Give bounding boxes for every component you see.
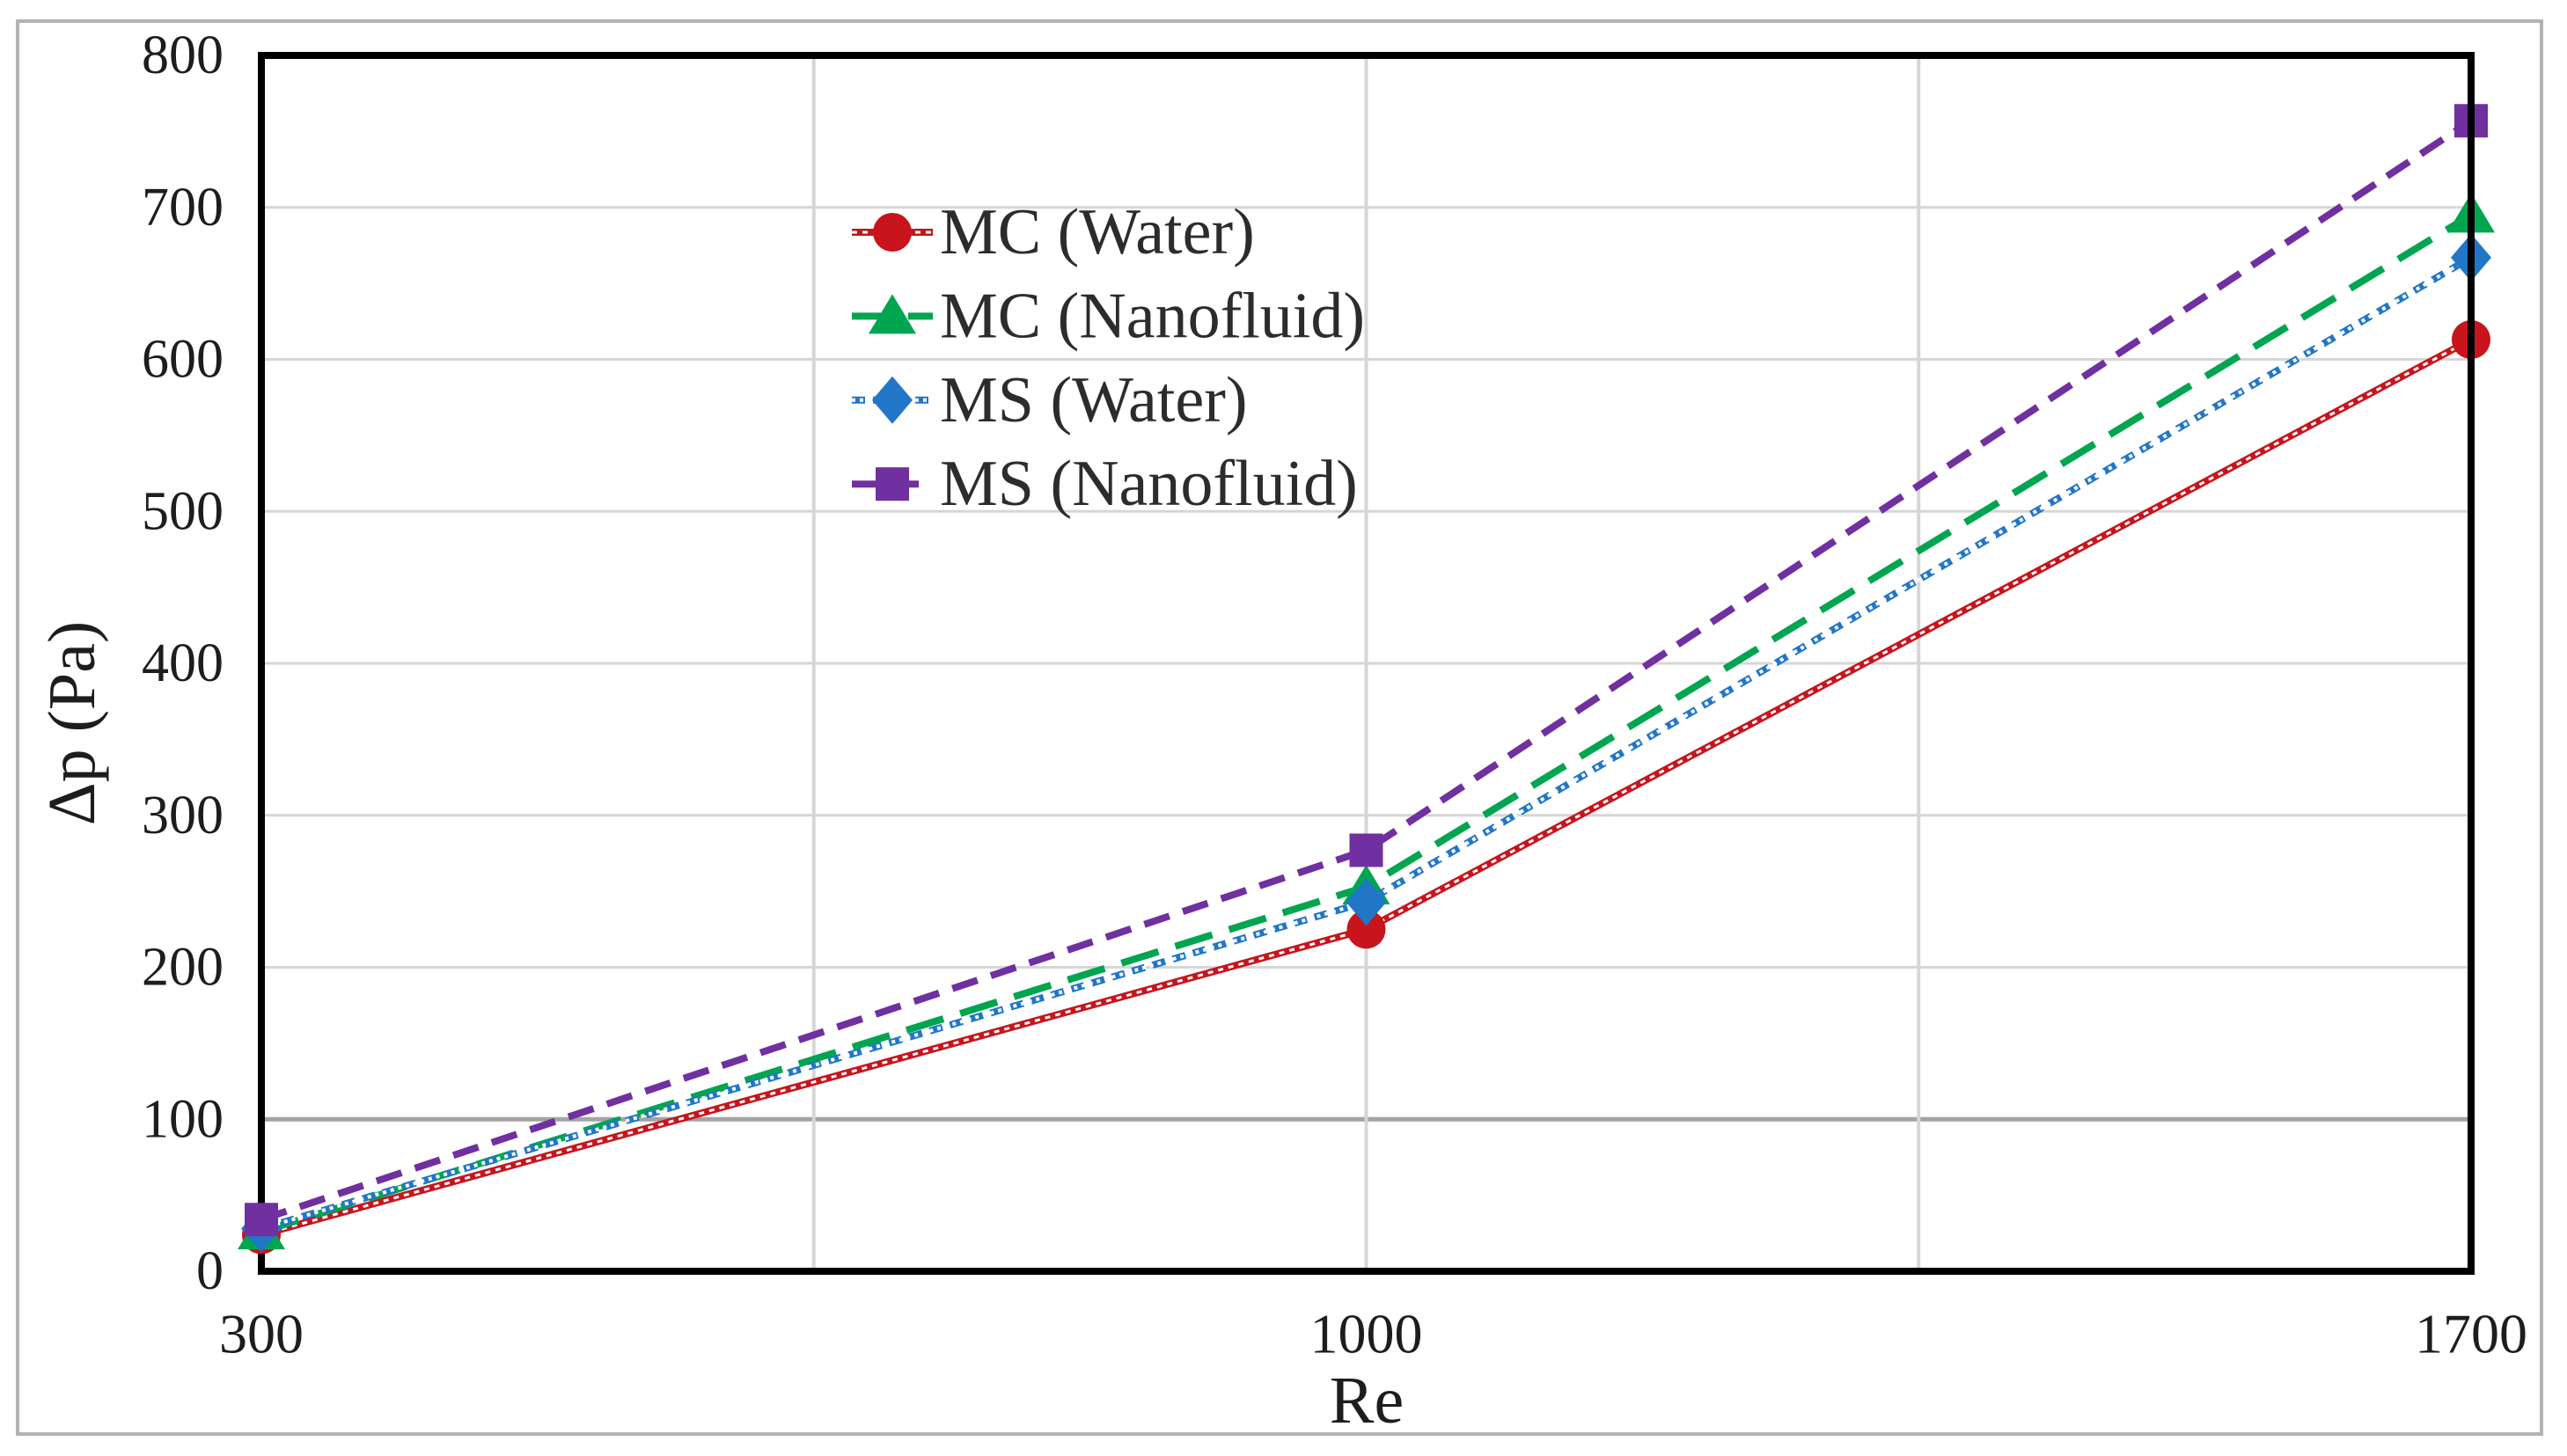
y-tick-label-400: 400 xyxy=(142,633,224,693)
legend-item-ms-nanofluid-label: MS (Nanofluid) xyxy=(940,448,1358,520)
y-tick-label-100: 100 xyxy=(142,1089,224,1149)
y-tick-label-600: 600 xyxy=(142,330,224,390)
x-axis-ticks: 300 1000 1700 xyxy=(219,1303,2527,1365)
series-mc-water-overlay xyxy=(260,338,2472,1236)
series-layer xyxy=(238,104,2495,1255)
series-ms-water-marker-1000-icon xyxy=(1346,878,1387,926)
legend-item-ms-water-marker-icon xyxy=(872,376,913,424)
legend-item-mc-water-label: MC (Water) xyxy=(940,196,1255,268)
series-ms-water-overlay xyxy=(260,256,2473,1231)
legend-item-mc-water-marker-icon xyxy=(873,213,912,252)
gridlines xyxy=(261,55,2471,1271)
y-tick-label-300: 300 xyxy=(142,786,224,845)
legend-item-ms-nanofluid: MS (Nanofluid) xyxy=(852,448,1358,520)
figure-border xyxy=(16,19,2543,1436)
series-ms-nanofluid-line xyxy=(260,117,2474,1224)
legend-item-mc-nanofluid: MC (Nanofluid) xyxy=(852,280,1365,352)
x-tick-label-1700: 1700 xyxy=(2415,1303,2527,1365)
x-axis-title: Re xyxy=(1330,1364,1404,1438)
series-mc-water-marker-1000-icon xyxy=(1346,910,1386,949)
legend-item-ms-water-label: MS (Water) xyxy=(940,364,1248,436)
y-tick-label-200: 200 xyxy=(142,938,224,998)
legend-item-mc-nanofluid-label: MC (Nanofluid) xyxy=(940,280,1365,352)
y-tick-label-500: 500 xyxy=(142,481,224,541)
legend-item-mc-nanofluid-marker-icon xyxy=(869,294,916,334)
legend: MC (Water) MC (Nanofluid) MS (Water) MS (Na… xyxy=(852,196,1365,520)
series-ms-nanofluid-marker-300-icon xyxy=(245,1203,278,1237)
y-axis-ticks: 0 100 200 300 400 500 600 700 800 xyxy=(142,26,224,1301)
legend-item-ms-water: MS (Water) xyxy=(852,364,1248,436)
y-tick-label-0: 0 xyxy=(196,1241,224,1301)
legend-item-mc-water: MC (Water) xyxy=(852,196,1255,268)
legend-item-ms-nanofluid-marker-icon xyxy=(876,467,909,501)
x-tick-label-300: 300 xyxy=(219,1303,304,1365)
x-tick-label-1000: 1000 xyxy=(1310,1303,1423,1365)
y-tick-label-800: 800 xyxy=(142,26,224,85)
y-axis-title: Δp (Pa) xyxy=(35,621,109,826)
plot-frame-overlay xyxy=(258,52,2475,1275)
y-tick-label-700: 700 xyxy=(142,178,224,238)
series-ms-nanofluid-marker-1000-icon xyxy=(1349,833,1383,867)
